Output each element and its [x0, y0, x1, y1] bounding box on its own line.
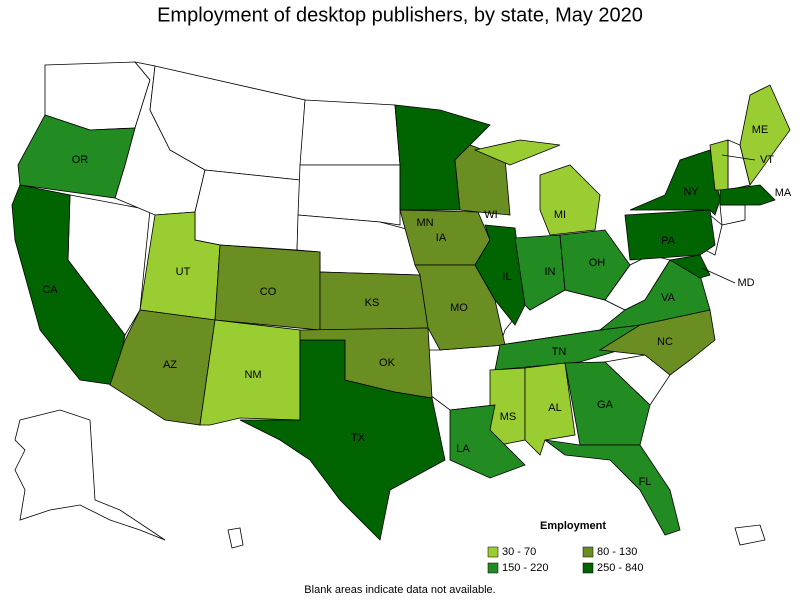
state-shape: [489, 367, 526, 446]
state-label: OK: [379, 357, 396, 369]
state-label: VT: [760, 154, 774, 166]
legend-title: Employment: [540, 520, 606, 532]
state-shape: [559, 229, 631, 301]
legend: Employment 30 - 70 80 - 130 150 - 220 250 -…: [487, 520, 643, 574]
state-label: MO: [450, 302, 468, 314]
legend-swatch: [582, 562, 594, 574]
state-label: NY: [683, 186, 699, 198]
state-label: TN: [552, 346, 567, 358]
leader-line: [701, 267, 736, 284]
state-shape: [297, 164, 401, 226]
state-shape: [449, 404, 526, 479]
state-shape: [11, 184, 126, 386]
legend-label: 250 - 840: [597, 562, 643, 574]
state-label: AZ: [163, 359, 177, 371]
state-label: LA: [456, 443, 470, 455]
state-shape: [734, 524, 766, 546]
state-label: KS: [365, 297, 380, 309]
legend-swatch: [487, 562, 499, 574]
state-label: OH: [589, 257, 606, 269]
state-label: TX: [351, 432, 366, 444]
state-label: IN: [545, 266, 556, 278]
legend-label: 80 - 130: [597, 546, 637, 558]
legend-swatch: [582, 546, 594, 558]
state-label: UT: [176, 266, 191, 278]
state-label: IL: [502, 271, 511, 283]
state-label: AL: [548, 402, 561, 414]
state-label: MI: [554, 209, 566, 221]
states: [11, 61, 791, 549]
state-shape: [44, 61, 151, 131]
state-shape: [299, 99, 401, 166]
state-shape: [668, 254, 711, 279]
state-shape: [454, 144, 511, 216]
state-label: OR: [72, 154, 89, 166]
legend-label: 150 - 220: [502, 562, 548, 574]
state-shape: [719, 204, 746, 226]
state-shape: [539, 164, 601, 236]
state-label: MA: [775, 187, 792, 199]
state-label: MN: [416, 217, 433, 229]
state-label: MD: [737, 277, 754, 289]
state-label: MS: [500, 411, 517, 423]
state-label: NC: [657, 336, 673, 348]
state-shape: [629, 149, 721, 216]
state-label: NM: [244, 369, 261, 381]
leader-line: [721, 154, 756, 161]
state-shape: [299, 327, 433, 399]
state-shape: [544, 439, 681, 536]
state-label: CA: [42, 284, 58, 296]
state-shape: [227, 527, 244, 549]
state-shape: [624, 209, 716, 261]
map-title: Employment of desktop publishers, by sta…: [157, 4, 643, 26]
state-label: CO: [260, 286, 277, 298]
state-labels: OR CA UT AZ CO NM TX KS OK MN IA MO WI I…: [42, 124, 792, 488]
state-label: IA: [436, 232, 447, 244]
state-label: PA: [661, 235, 676, 247]
state-label: ME: [752, 124, 769, 136]
state-shape: [719, 184, 776, 206]
state-shape: [514, 234, 566, 311]
state-label: WI: [484, 209, 497, 221]
footnote: Blank areas indicate data not available.: [304, 584, 495, 596]
state-shape: [17, 114, 136, 199]
state-shape: [14, 409, 166, 541]
state-label: GA: [597, 399, 614, 411]
state-shape: [564, 361, 651, 446]
state-shape: [194, 169, 301, 251]
state-label: FL: [639, 476, 652, 488]
state-shape: [473, 139, 561, 166]
state-label: VA: [661, 292, 676, 304]
legend-label: 30 - 70: [502, 546, 536, 558]
legend-swatch: [487, 546, 499, 558]
